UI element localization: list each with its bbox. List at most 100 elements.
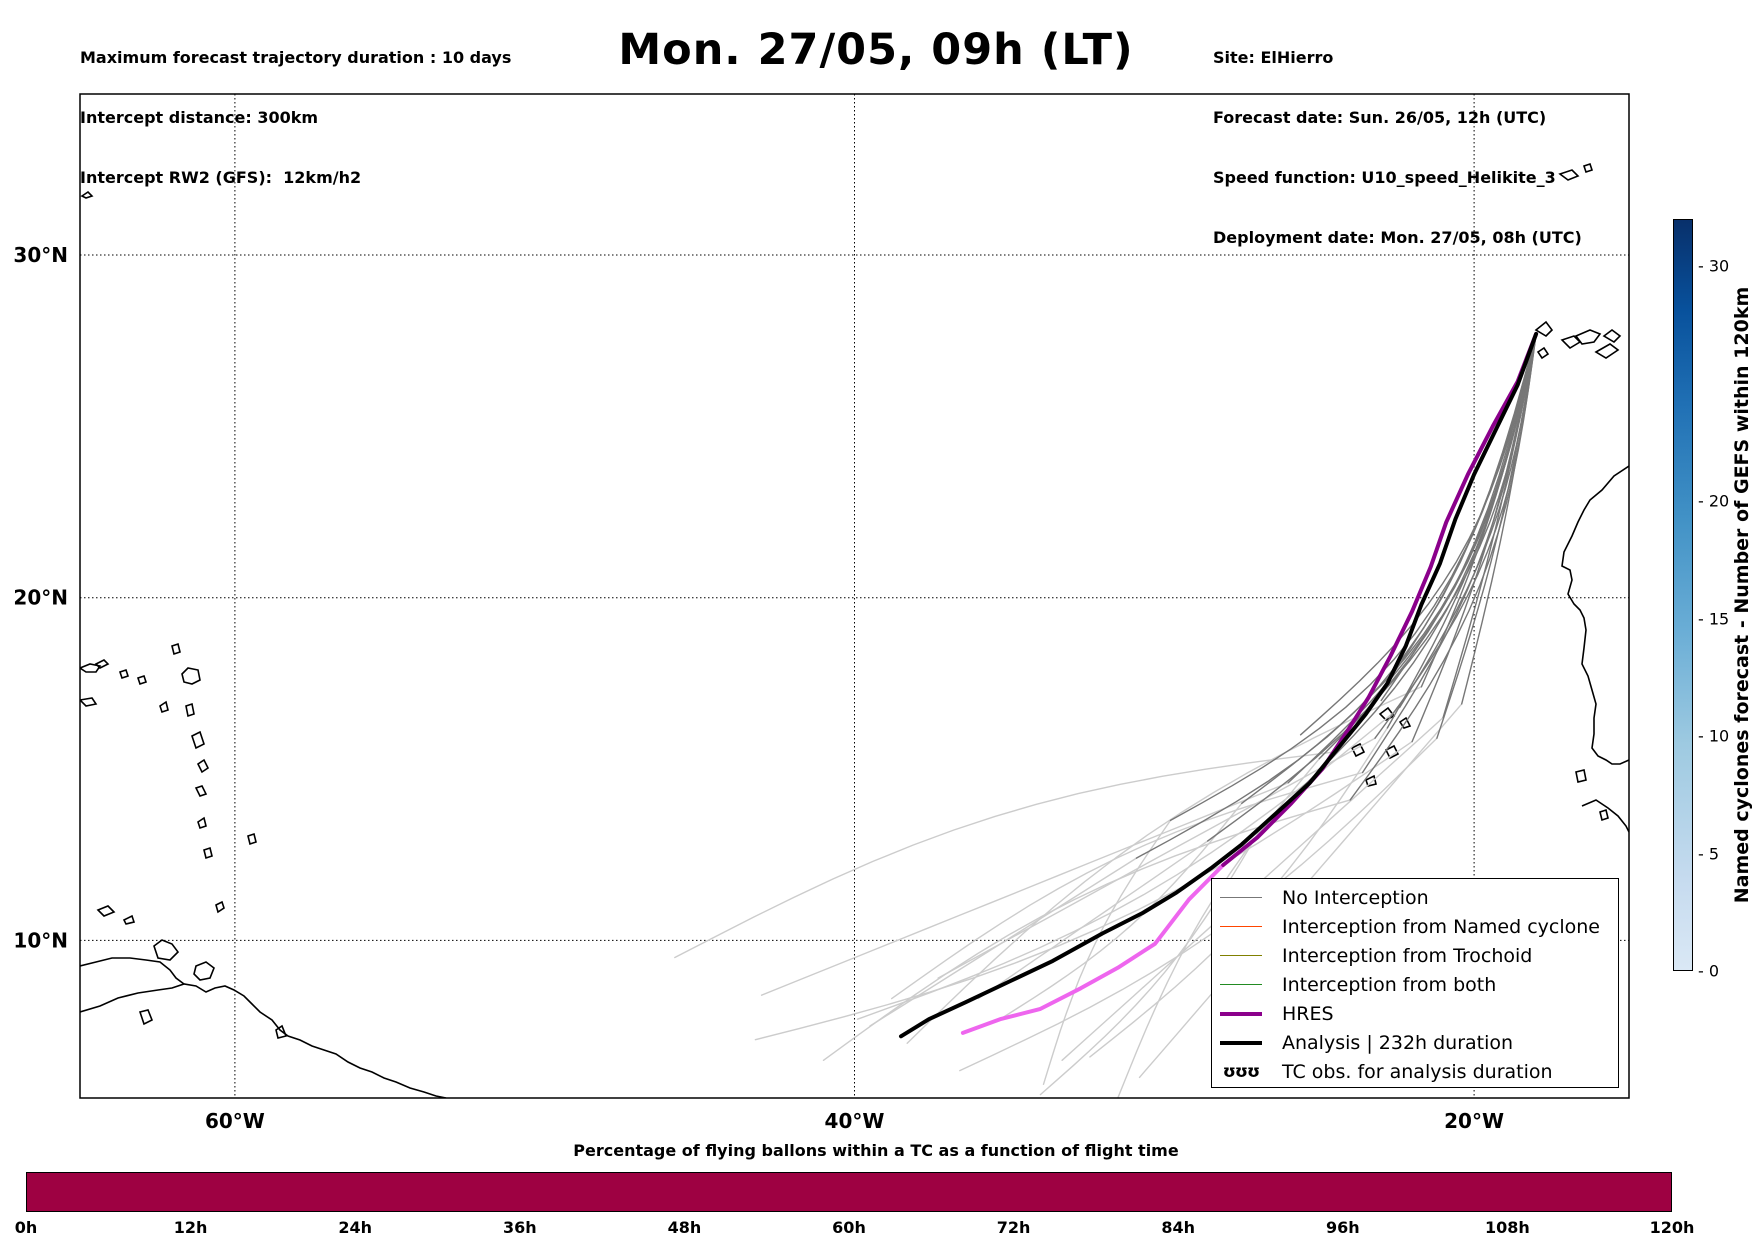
flight-time-label: 120h bbox=[1649, 1218, 1695, 1237]
coastline bbox=[171, 642, 181, 656]
coastline bbox=[80, 190, 94, 199]
flight-time-label: 72h bbox=[996, 1218, 1031, 1237]
ensemble-trajectory bbox=[1349, 333, 1537, 801]
flight-time-label: 60h bbox=[832, 1218, 866, 1237]
colorbar-tick-label: - 5 bbox=[1698, 844, 1720, 863]
flight-time-label: 96h bbox=[1325, 1218, 1360, 1237]
coastline bbox=[191, 730, 205, 750]
colorbar-label: Named cyclones forecast - Number of GEFS… bbox=[1731, 286, 1752, 904]
ensemble-trajectory-late bbox=[977, 840, 1209, 1000]
coastline bbox=[1536, 346, 1550, 360]
info-line-site: Site: ElHierro bbox=[1213, 48, 1334, 67]
coastline bbox=[1575, 769, 1587, 783]
flight-time-label: 24h bbox=[338, 1218, 373, 1237]
latitude-labels: 30°N 20°N 10°N bbox=[13, 243, 68, 952]
colorbar-tick-label: - 10 bbox=[1698, 726, 1730, 746]
ensemble-trajectory bbox=[1207, 333, 1537, 842]
info-line-speed-function: Speed function: U10_speed_Helikite_3 bbox=[1213, 168, 1556, 187]
legend-label: TC obs. for analysis duration bbox=[1282, 1060, 1553, 1083]
flight-time-label: 0h bbox=[14, 1218, 38, 1237]
coastline bbox=[203, 846, 213, 860]
coastline bbox=[1534, 320, 1554, 338]
coastline bbox=[193, 961, 215, 981]
coastline bbox=[1561, 465, 1629, 765]
coastline bbox=[96, 905, 116, 917]
hres-trajectory-late bbox=[960, 863, 1226, 1035]
legend-item-trochoid: Interception from Trochoid bbox=[1212, 941, 1618, 970]
coastline bbox=[80, 663, 102, 673]
coastline bbox=[1594, 343, 1620, 359]
tc-percentage-title: Percentage of flying ballons within a TC… bbox=[573, 1141, 1179, 1160]
info-line-intercept-rw2: Intercept RW2 (GFS): 12km/h2 bbox=[80, 168, 362, 187]
lat-label: 10°N bbox=[13, 928, 68, 952]
coastline bbox=[94, 659, 110, 669]
ensemble-trajectory-late bbox=[891, 771, 1364, 1000]
ensemble-trajectory-late bbox=[1039, 823, 1265, 1096]
coastline bbox=[1558, 169, 1580, 181]
ensemble-trajectory-late bbox=[754, 740, 1413, 1041]
info-line-deployment-date: Deployment date: Mon. 27/05, 08h (UTC) bbox=[1213, 228, 1582, 247]
coastline bbox=[1350, 742, 1366, 758]
ensemble-trajectory bbox=[1380, 333, 1537, 702]
lat-label: 20°N bbox=[13, 586, 68, 610]
analysis-trajectory bbox=[899, 331, 1539, 1039]
coastline bbox=[197, 816, 207, 830]
legend-item-named-cyclone: Interception from Named cyclone bbox=[1212, 912, 1618, 941]
coastline bbox=[159, 700, 169, 714]
lat-label: 30°N bbox=[13, 243, 68, 267]
colorbar-tick-label: - 30 bbox=[1698, 256, 1730, 276]
map-frame bbox=[79, 93, 1630, 1099]
ensemble-trajectory bbox=[1318, 333, 1537, 760]
legend-label: Interception from both bbox=[1282, 973, 1497, 996]
coastline bbox=[1574, 329, 1602, 345]
ensemble-trajectory-late bbox=[674, 751, 1336, 959]
legend-label: Analysis | 232h duration bbox=[1282, 1031, 1514, 1054]
coastline bbox=[136, 674, 148, 686]
ensemble-trajectory-late bbox=[906, 686, 1423, 1044]
forecast-parameters: Maximum forecast trajectory duration : 1… bbox=[80, 8, 511, 208]
legend-label: No Interception bbox=[1282, 886, 1429, 909]
tc-symbol-icon: ʊʊʊ bbox=[1222, 1061, 1260, 1082]
tc-percentage-bar bbox=[26, 1172, 1672, 1212]
lon-label: 40°W bbox=[825, 1109, 885, 1133]
lon-label: 20°W bbox=[1444, 1109, 1504, 1133]
ensemble-trajectory bbox=[1436, 333, 1537, 739]
coastline bbox=[275, 1024, 288, 1039]
legend-item-hres: HRES bbox=[1212, 999, 1618, 1028]
coastline bbox=[215, 900, 225, 914]
longitude-labels: 60°W 40°W 20°W bbox=[205, 1109, 1504, 1133]
legend-item-both: Interception from both bbox=[1212, 970, 1618, 999]
map-title: Mon. 27/05, 09h (LT) bbox=[618, 25, 1134, 75]
flight-time-label: 48h bbox=[667, 1218, 702, 1237]
coastline bbox=[1365, 774, 1377, 787]
info-line-duration: Maximum forecast trajectory duration : 1… bbox=[80, 48, 512, 67]
legend-item-tc-obs: ʊʊʊ TC obs. for analysis duration bbox=[1212, 1057, 1618, 1086]
coastline bbox=[80, 983, 447, 1098]
flight-time-label: 12h bbox=[173, 1218, 208, 1237]
hres-trajectory bbox=[1221, 331, 1539, 867]
map-legend: No Interception Interception from Named … bbox=[1211, 878, 1619, 1088]
ensemble-trajectory-late bbox=[760, 782, 1289, 996]
legend-item-no-interception: No Interception bbox=[1212, 883, 1618, 912]
ensemble-trajectory bbox=[1411, 333, 1537, 743]
flight-time-label: 84h bbox=[1161, 1218, 1196, 1237]
deployment-info: Site: ElHierro Forecast date: Sun. 26/05… bbox=[1213, 8, 1582, 268]
ensemble-trajectory bbox=[1361, 333, 1537, 774]
info-line-intercept-distance: Intercept distance: 300km bbox=[80, 108, 319, 127]
coastline bbox=[1384, 744, 1400, 760]
coastline bbox=[181, 667, 201, 685]
coastline bbox=[194, 785, 208, 797]
cyclone-colorbar bbox=[1673, 219, 1693, 971]
coastline bbox=[153, 939, 180, 961]
coastline bbox=[196, 758, 210, 774]
legend-label: HRES bbox=[1282, 1002, 1334, 1025]
coastline bbox=[80, 697, 98, 707]
legend-label: Interception from Named cyclone bbox=[1282, 915, 1600, 938]
coastline bbox=[185, 702, 195, 718]
ensemble-trajectory bbox=[1299, 333, 1537, 736]
colorbar-tick-label: - 20 bbox=[1698, 491, 1730, 511]
ensemble-trajectory-late bbox=[869, 857, 1138, 1027]
coastline bbox=[118, 668, 130, 680]
coastline bbox=[1602, 329, 1622, 344]
coastline bbox=[1599, 808, 1609, 822]
